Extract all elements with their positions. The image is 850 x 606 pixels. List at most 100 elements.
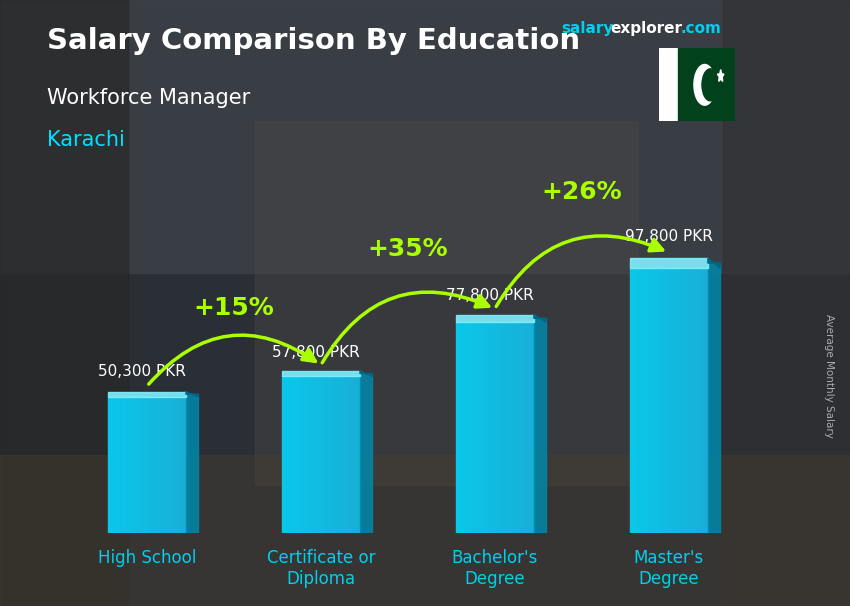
Bar	[133, 397, 134, 533]
Bar	[722, 0, 850, 606]
Bar	[123, 397, 125, 533]
Bar	[527, 322, 529, 533]
Bar	[334, 376, 336, 533]
Bar	[689, 268, 691, 533]
Bar	[531, 322, 533, 533]
Bar	[507, 322, 508, 533]
Bar	[466, 322, 468, 533]
Bar	[529, 322, 530, 533]
Bar	[485, 322, 487, 533]
Bar	[116, 397, 117, 533]
Bar	[0, 0, 128, 606]
Bar	[139, 397, 141, 533]
Bar	[524, 322, 525, 533]
Bar	[121, 397, 122, 533]
Bar	[292, 376, 294, 533]
Bar	[295, 376, 297, 533]
Bar	[490, 322, 491, 533]
Bar	[509, 322, 511, 533]
Bar	[511, 322, 512, 533]
Bar	[692, 268, 694, 533]
Bar	[456, 315, 534, 322]
Bar	[456, 322, 457, 533]
Bar	[484, 322, 486, 533]
Bar	[696, 268, 698, 533]
Bar	[505, 322, 507, 533]
Bar	[283, 376, 285, 533]
Bar	[499, 322, 501, 533]
Bar	[108, 397, 110, 533]
Bar	[144, 397, 146, 533]
Bar	[463, 322, 465, 533]
Bar	[143, 397, 144, 533]
Text: 50,300 PKR: 50,300 PKR	[98, 364, 186, 379]
Bar	[0, 454, 850, 606]
Bar	[148, 397, 150, 533]
Bar	[694, 268, 696, 533]
Bar	[160, 397, 162, 533]
Bar	[672, 268, 674, 533]
Bar	[118, 397, 120, 533]
Bar	[659, 48, 677, 121]
Bar	[184, 397, 185, 533]
Text: +35%: +35%	[367, 236, 448, 261]
Bar	[683, 268, 685, 533]
Bar	[162, 397, 163, 533]
Text: 77,800 PKR: 77,800 PKR	[446, 288, 534, 303]
Bar	[360, 374, 372, 533]
Bar	[169, 397, 171, 533]
Bar	[483, 322, 484, 533]
Bar	[138, 397, 139, 533]
Bar	[303, 376, 304, 533]
Bar	[181, 397, 183, 533]
Text: 97,800 PKR: 97,800 PKR	[625, 229, 712, 244]
Bar	[638, 268, 640, 533]
Bar	[652, 268, 654, 533]
Bar	[351, 376, 353, 533]
Bar	[492, 322, 494, 533]
Bar	[347, 376, 348, 533]
Bar	[120, 397, 122, 533]
Text: Karachi: Karachi	[47, 130, 125, 150]
Bar	[475, 322, 477, 533]
Bar	[359, 376, 360, 533]
Bar	[327, 376, 329, 533]
Bar	[150, 397, 151, 533]
Bar	[298, 376, 299, 533]
Bar	[677, 48, 735, 121]
Bar	[530, 322, 531, 533]
Bar	[162, 397, 164, 533]
Bar	[642, 268, 643, 533]
Bar	[677, 268, 679, 533]
Bar	[313, 376, 314, 533]
Bar	[667, 268, 669, 533]
Bar	[660, 268, 661, 533]
Bar	[631, 268, 632, 533]
Bar	[157, 397, 159, 533]
Bar	[165, 397, 167, 533]
Bar	[147, 397, 149, 533]
Bar	[645, 268, 647, 533]
Bar	[512, 322, 513, 533]
Bar	[356, 376, 358, 533]
Bar	[675, 268, 677, 533]
Bar	[133, 397, 135, 533]
Bar	[164, 397, 166, 533]
Bar	[701, 268, 703, 533]
Bar	[173, 397, 174, 533]
Bar	[679, 268, 681, 533]
Bar	[325, 376, 326, 533]
Bar	[142, 397, 144, 533]
Bar	[329, 376, 331, 533]
Bar	[298, 376, 300, 533]
Text: +15%: +15%	[194, 296, 275, 319]
Bar	[354, 376, 356, 533]
Bar	[343, 376, 344, 533]
Bar	[176, 397, 178, 533]
Bar	[179, 397, 181, 533]
Bar	[694, 268, 695, 533]
Bar	[495, 322, 496, 533]
Bar	[340, 376, 342, 533]
Bar	[674, 268, 676, 533]
Bar	[137, 397, 138, 533]
